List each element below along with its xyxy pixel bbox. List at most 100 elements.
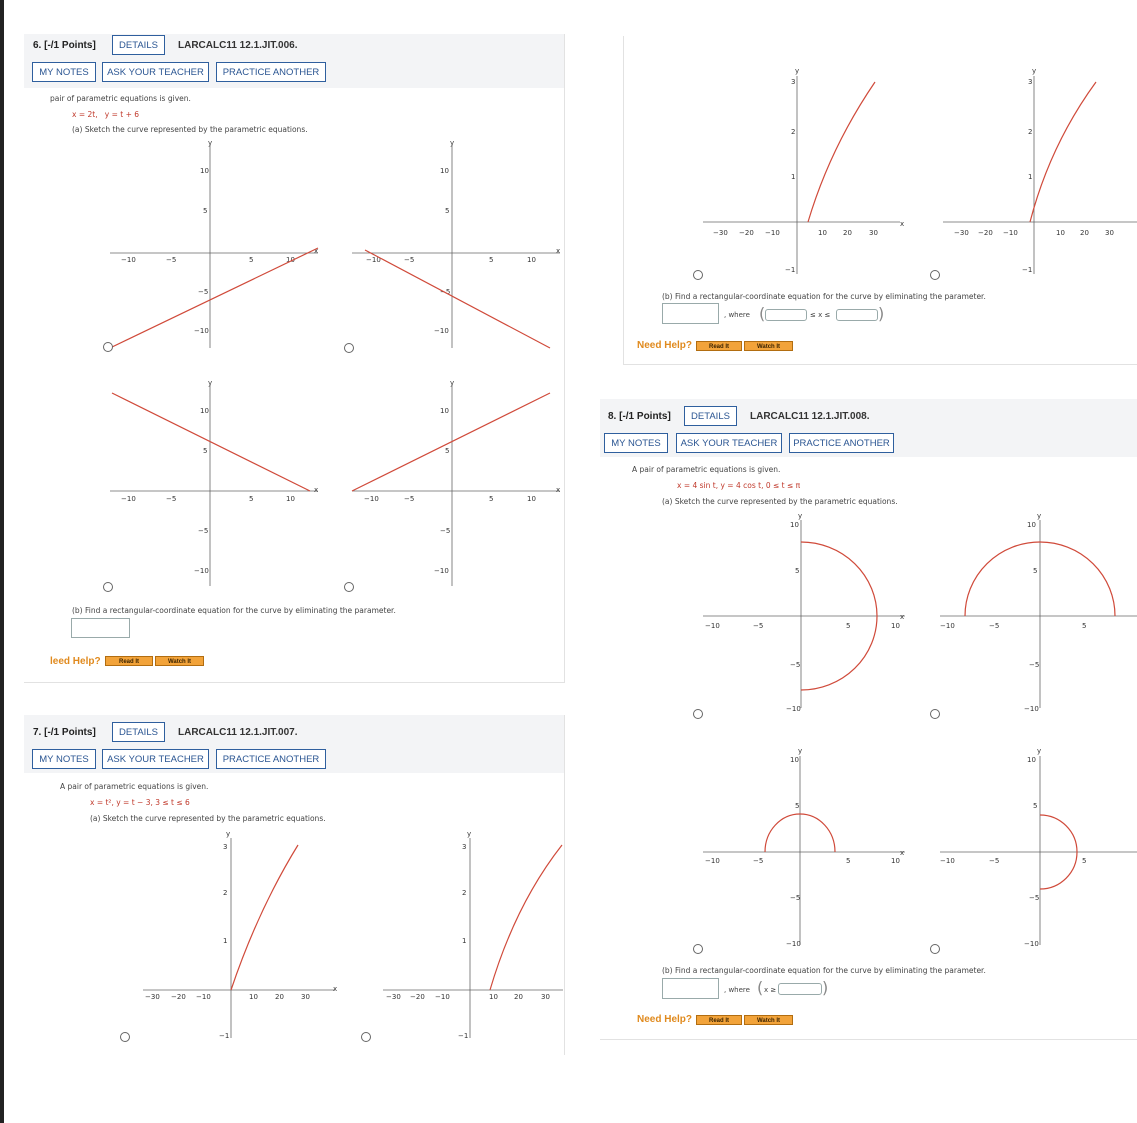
window-edge [0,0,4,1123]
x-tick: −20 [739,229,754,237]
x-axis-label: x [900,220,904,228]
option-radio[interactable] [103,342,113,352]
graph-option-q7-1: y x −30 −20 −10 10 20 30 3 2 1 −1 [143,830,337,1040]
answer-input[interactable] [662,978,719,999]
option-radio[interactable] [103,582,113,592]
y-tick: −10 [1024,940,1039,948]
y-tick: 1 [1028,173,1032,181]
y-tick: 5 [795,567,799,575]
y-tick: −1 [458,1032,468,1040]
option-radio[interactable] [120,1032,130,1042]
x-axis-label: x [556,486,560,494]
equation: x = 4 sin t, y = 4 cos t, 0 ≤ t ≤ π [677,481,800,490]
part-a-text: (a) Sketch the curve represented by the … [90,814,326,823]
intro-text: A pair of parametric equations is given. [60,782,209,791]
part-a-text: (a) Sketch the curve represented by the … [72,125,308,134]
option-radio[interactable] [693,709,703,719]
y-tick: 1 [791,173,795,181]
x-tick: −20 [171,993,186,1001]
option-radio[interactable] [930,709,940,719]
x-tick: 20 [1080,229,1089,237]
y-tick: −5 [198,288,208,296]
watch-it-button[interactable]: Watch It [155,656,204,666]
x-axis-label: x [333,985,337,993]
y-axis-label: y [1037,512,1041,520]
option-radio[interactable] [930,270,940,280]
x-tick: 10 [527,256,536,264]
y-tick: −5 [440,527,450,535]
curve [964,541,1116,617]
graph-option-q6-2: y x −10 −5 5 10 10 5 −5 −10 [352,139,560,349]
x-tick: 10 [489,993,498,1001]
x-tick: −10 [1003,229,1018,237]
my-notes-button[interactable]: MY NOTES [32,62,96,82]
x-tick: −5 [753,857,763,865]
x-tick: 10 [818,229,827,237]
question-points: 8. [-/1 Points] [608,411,671,422]
x-tick: 5 [846,622,850,630]
my-notes-button[interactable]: MY NOTES [604,433,668,453]
y-tick: −10 [1024,705,1039,713]
read-it-button[interactable]: Read It [105,656,153,666]
y-tick: 1 [223,937,227,945]
watch-it-button[interactable]: Watch It [744,341,793,351]
practice-another-button[interactable]: PRACTICE ANOTHER [216,749,326,769]
details-button[interactable]: DETAILS [684,406,737,426]
answer-input[interactable] [662,303,719,324]
y-tick: 3 [1028,78,1032,86]
y-tick: −10 [786,705,801,713]
y-tick: 5 [203,447,207,455]
option-radio[interactable] [693,270,703,280]
option-radio[interactable] [344,343,354,353]
question-6: 6. [-/1 Points] DETAILS LARCALC11 12.1.J… [24,34,565,683]
x-tick: −30 [713,229,728,237]
interval-lower-input[interactable] [765,309,807,321]
y-axis-label: y [795,67,799,75]
practice-another-button[interactable]: PRACTICE ANOTHER [789,433,894,453]
x-tick: −10 [705,857,720,865]
interval-upper-input[interactable] [836,309,878,321]
option-radio[interactable] [693,944,703,954]
x-tick: −5 [166,495,176,503]
x-tick: −5 [404,256,414,264]
y-tick: 5 [1033,802,1037,810]
x-axis-label: x [314,247,318,255]
read-it-button[interactable]: Read It [696,1015,742,1025]
y-tick: 2 [462,889,466,897]
graph-option-q6-1: y x −10 −5 5 10 10 5 −5 −10 [109,139,319,349]
x-tick: −30 [145,993,160,1001]
x-axis-label: x [900,613,904,621]
details-button[interactable]: DETAILS [112,722,165,742]
equation-x: x = 2t, [72,110,98,119]
watch-it-button[interactable]: Watch It [744,1015,793,1025]
my-notes-button[interactable]: MY NOTES [32,749,96,769]
ask-teacher-button[interactable]: ASK YOUR TEACHER [102,749,209,769]
question-code: LARCALC11 12.1.JIT.008. [750,411,870,422]
option-radio[interactable] [361,1032,371,1042]
practice-another-button[interactable]: PRACTICE ANOTHER [216,62,326,82]
y-axis-label: y [798,747,802,755]
x-tick: −10 [121,495,136,503]
y-tick: −1 [785,266,795,274]
y-tick: −10 [194,327,209,335]
x-tick: 5 [1082,857,1086,865]
read-it-button[interactable]: Read It [696,341,742,351]
option-radio[interactable] [344,582,354,592]
y-tick: 5 [445,207,449,215]
x-tick: −5 [989,622,999,630]
y-axis-label: y [798,512,802,520]
x-tick: 10 [891,857,900,865]
equation-y: y = t + 6 [104,110,140,119]
option-radio[interactable] [930,944,940,954]
ask-teacher-button[interactable]: ASK YOUR TEACHER [676,433,782,453]
y-tick: −5 [1029,894,1039,902]
details-button[interactable]: DETAILS [112,35,165,55]
question-points: 7. [-/1 Points] [33,727,96,738]
y-tick: 5 [203,207,207,215]
answer-input[interactable] [71,618,130,638]
x-tick: 10 [1056,229,1065,237]
x-tick: −5 [404,495,414,503]
where-value-input[interactable] [778,983,822,995]
x-tick: −20 [978,229,993,237]
ask-teacher-button[interactable]: ASK YOUR TEACHER [102,62,209,82]
